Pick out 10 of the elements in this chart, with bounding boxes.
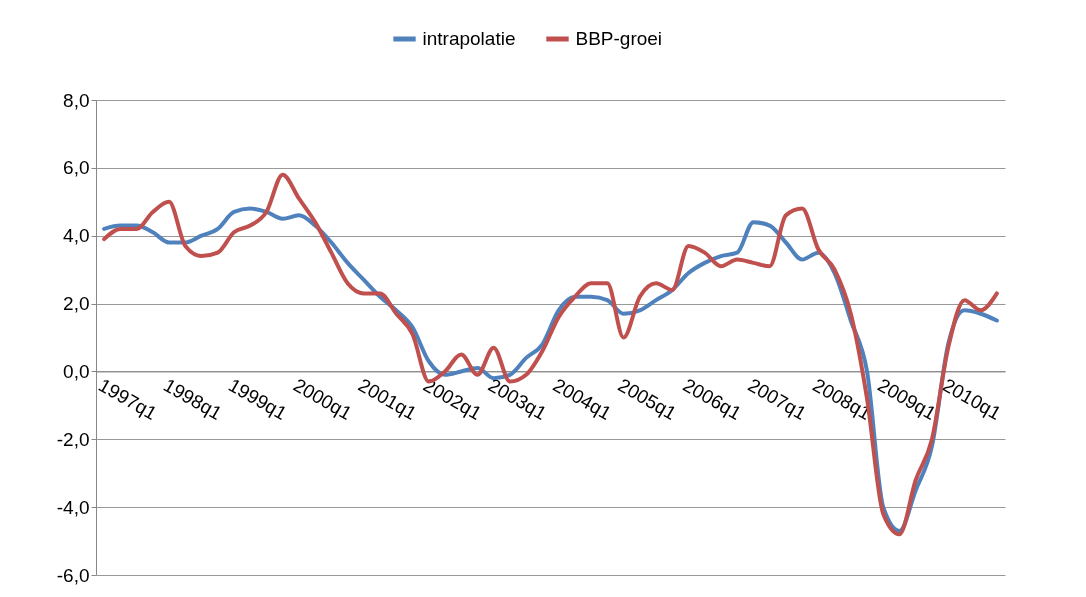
y-tick-label: -6,0 bbox=[56, 564, 90, 586]
legend-label: BBP-groei bbox=[575, 28, 663, 49]
y-tick-label: 2,0 bbox=[63, 293, 90, 315]
y-tick-label: 6,0 bbox=[63, 157, 90, 179]
y-tick-label: 0,0 bbox=[63, 360, 90, 382]
y-tick-label: -2,0 bbox=[56, 428, 90, 450]
y-tick-label: -4,0 bbox=[56, 496, 90, 518]
y-tick-label: 4,0 bbox=[63, 225, 90, 247]
y-tick-label: 8,0 bbox=[63, 89, 90, 111]
legend-label: intrapolatie bbox=[422, 28, 516, 49]
